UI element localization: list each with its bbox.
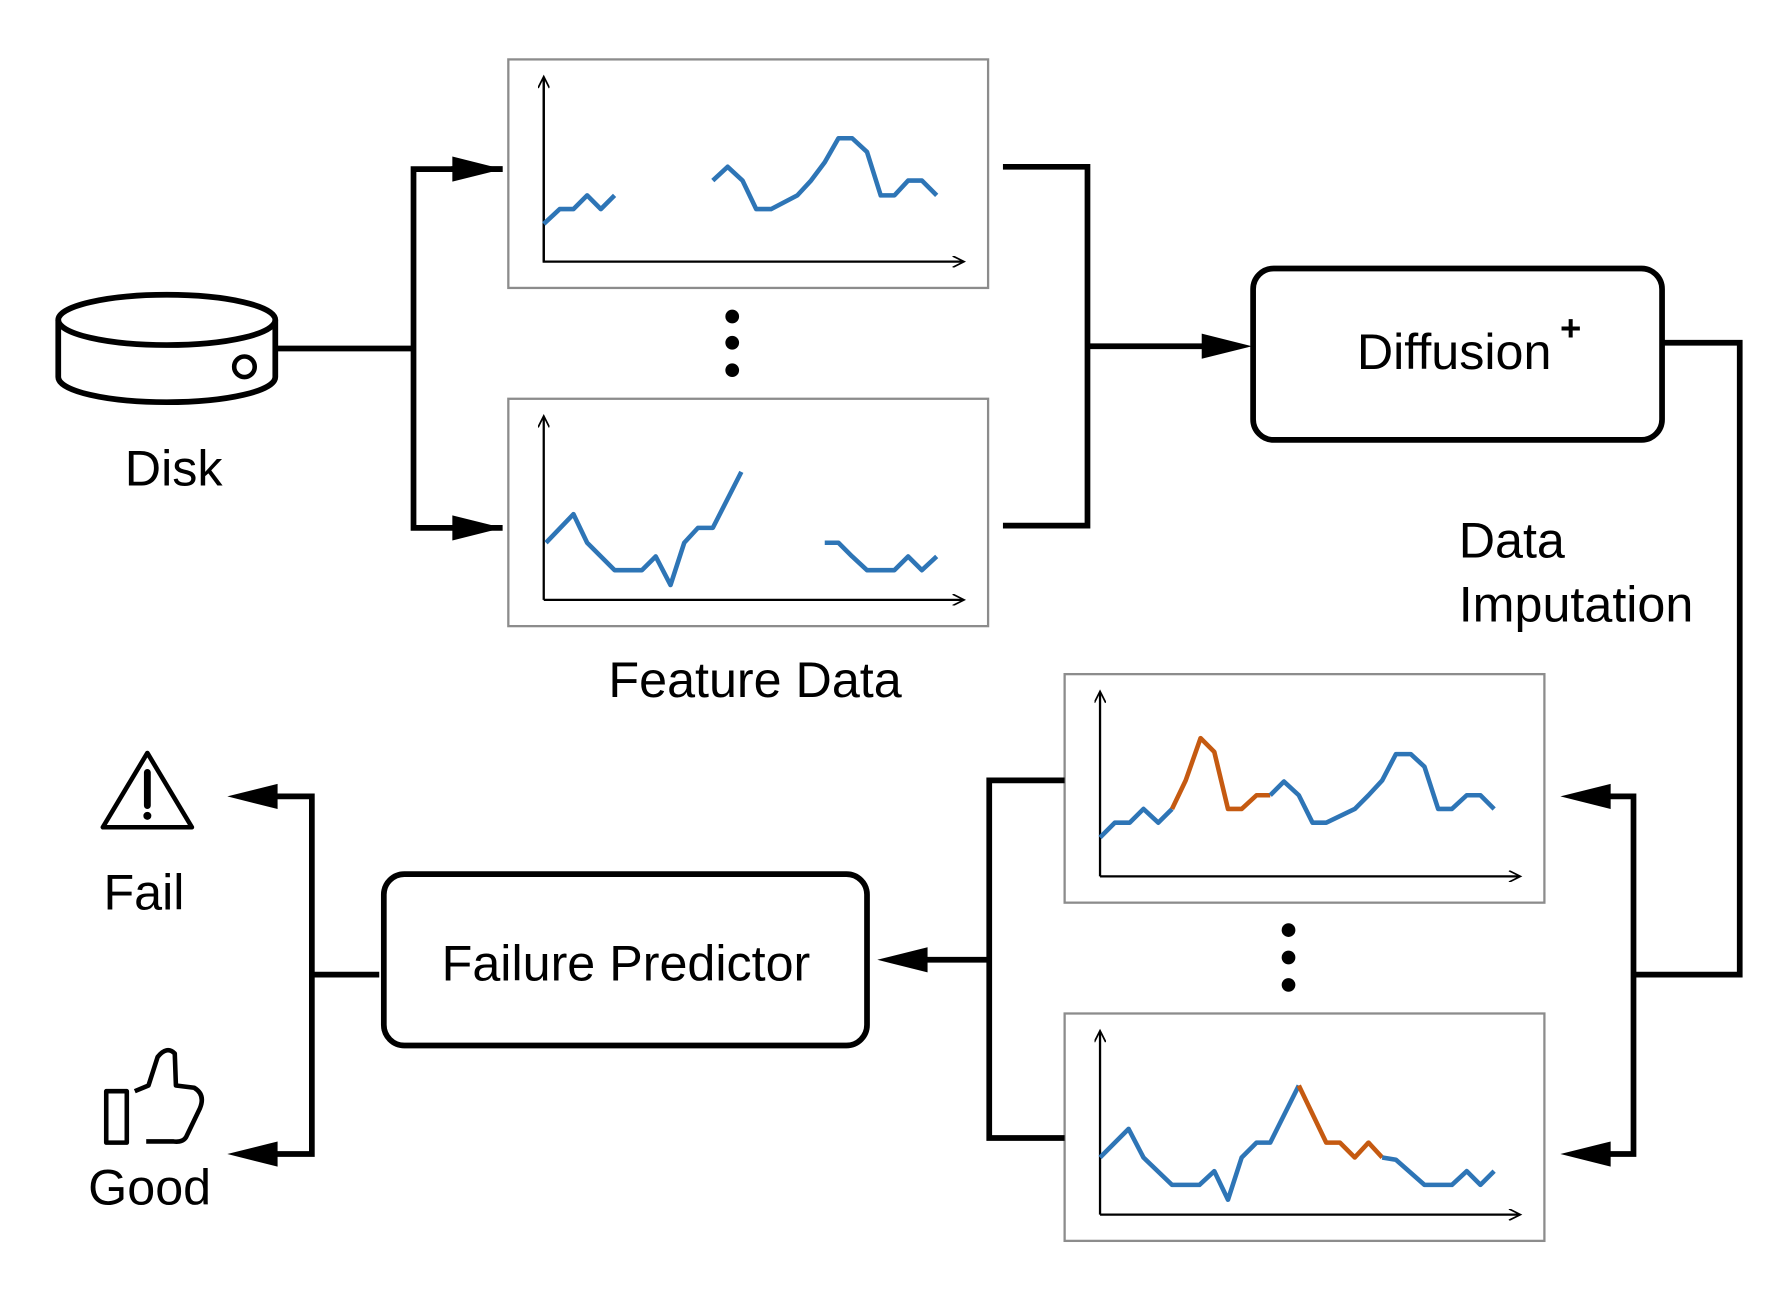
diffusion-box <box>1250 265 1665 443</box>
connector <box>986 777 1065 1141</box>
feature-panel <box>507 397 990 628</box>
good-label: Good <box>88 1159 211 1215</box>
arrowhead <box>1201 333 1252 359</box>
fail-label: Fail <box>103 865 184 921</box>
diffusion-label: Diffusion <box>1357 324 1552 380</box>
warning-icon <box>100 750 195 830</box>
thumbs-up-icon <box>103 1047 205 1145</box>
disk-label: Disk <box>125 441 224 497</box>
imputation-label: Imputation <box>1459 577 1694 633</box>
imputation-label: Data <box>1459 513 1565 569</box>
connector <box>1599 793 1637 1157</box>
arrowhead <box>452 515 503 541</box>
imputed-panel <box>1063 1012 1546 1243</box>
arrowhead <box>227 783 278 809</box>
feature-panel <box>507 58 990 290</box>
arrowhead <box>1560 1141 1611 1167</box>
disk-icon <box>55 291 279 406</box>
arrowhead <box>227 1141 278 1167</box>
ellipsis <box>1281 923 1296 992</box>
predictor-box <box>380 871 870 1049</box>
diffusion-superscript: + <box>1560 307 1581 348</box>
arrowhead <box>452 156 503 182</box>
connector <box>1002 163 1091 529</box>
connector <box>1633 339 1743 978</box>
predictor-label: Failure Predictor <box>442 935 811 991</box>
feature-data-label: Feature Data <box>608 652 901 708</box>
connector <box>410 166 503 531</box>
arrowhead <box>877 947 928 973</box>
imputed-panel <box>1063 672 1546 904</box>
ellipsis <box>725 309 740 378</box>
connector <box>268 793 315 1157</box>
arrowhead <box>1560 783 1611 809</box>
